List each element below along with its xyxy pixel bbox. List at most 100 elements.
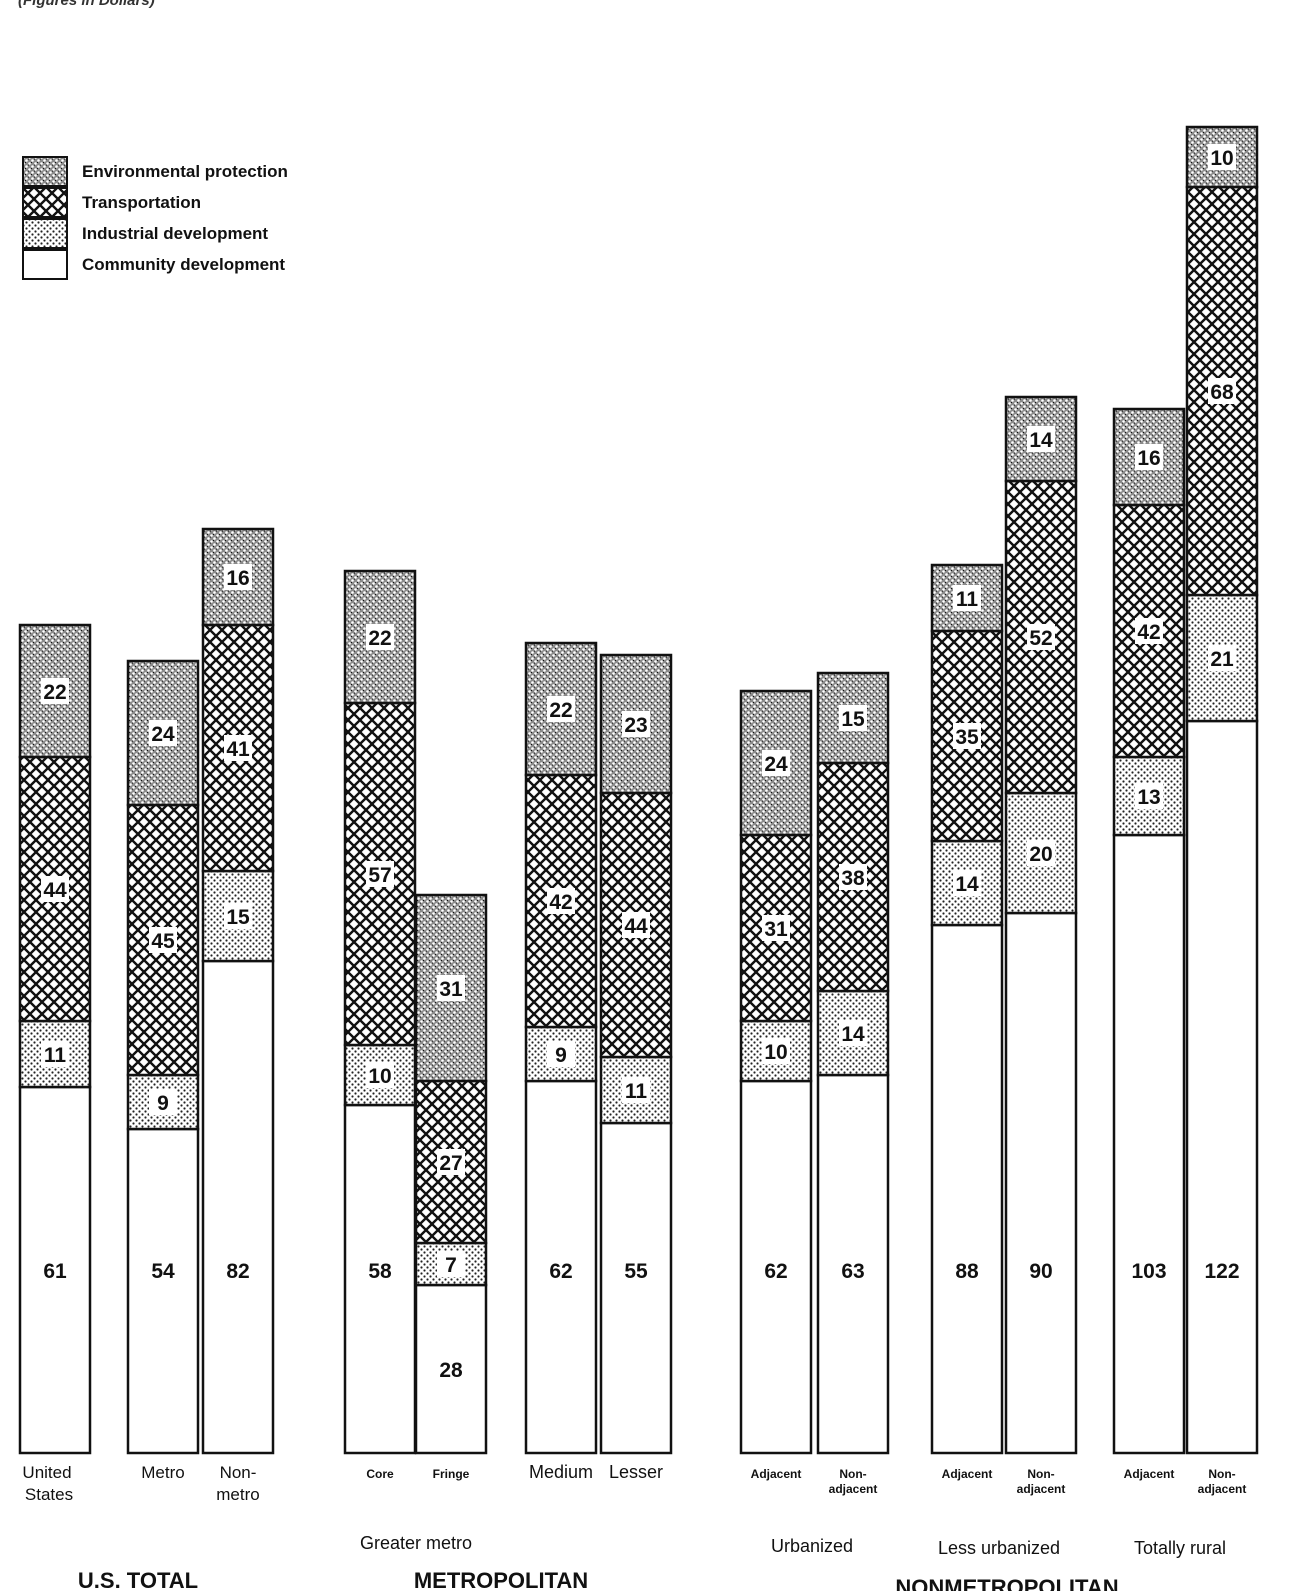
bar-label: adjacent: [829, 1482, 878, 1496]
value-label-transportation: 52: [1029, 627, 1052, 650]
value-label-environmental: 16: [226, 567, 249, 590]
legend-item-industrial: Industrial development: [22, 218, 288, 249]
value-label-environmental: 14: [1029, 429, 1053, 452]
value-label-bg: [366, 861, 394, 887]
value-label-bg: [1135, 618, 1163, 644]
bar-label: Fringe: [433, 1467, 470, 1481]
subgroup-label: Greater metro: [360, 1533, 472, 1553]
value-label-transportation: 42: [549, 891, 572, 914]
bar-label: Adjacent: [942, 1467, 993, 1481]
value-label-community: 62: [764, 1260, 787, 1283]
value-label-bg: [762, 915, 790, 941]
value-label-bg: [224, 903, 252, 929]
bar-label: adjacent: [1198, 1482, 1247, 1496]
value-label-community: 82: [226, 1260, 249, 1283]
bar-label: adjacent: [1017, 1482, 1066, 1496]
legend-item-environmental: Environmental protection: [22, 156, 288, 187]
bar-segment-community: [524, 1079, 598, 1455]
value-label-industrial: 13: [1137, 786, 1160, 809]
value-label-transportation: 31: [764, 918, 788, 941]
legend-label: Environmental protection: [82, 161, 288, 181]
value-label-community: 63: [841, 1260, 864, 1283]
legend: Environmental protection Transportation …: [22, 156, 288, 280]
value-label-bg: [839, 705, 867, 731]
group-label: METROPOLITAN: [414, 1568, 588, 1591]
value-label-environmental: 31: [439, 978, 463, 1001]
value-label-transportation: 44: [43, 879, 67, 902]
value-label-community: 61: [43, 1260, 67, 1283]
value-label-transportation: 42: [1137, 621, 1160, 644]
value-label-community: 55: [624, 1260, 648, 1283]
group-label: U.S. TOTAL: [78, 1568, 198, 1591]
value-label-bg: [1027, 624, 1055, 650]
group-label: NONMETROPOLITAN: [895, 1575, 1118, 1591]
value-label-transportation: 41: [226, 738, 250, 761]
value-label-bg: [547, 696, 575, 722]
value-label-bg: [366, 624, 394, 650]
bar-label: Medium: [529, 1462, 593, 1482]
value-label-community: 90: [1029, 1260, 1052, 1283]
value-label-industrial: 9: [157, 1092, 169, 1115]
value-label-environmental: 11: [956, 588, 979, 611]
bar-segment-community: [201, 959, 275, 1455]
value-label-community: 54: [151, 1260, 175, 1283]
value-label-transportation: 45: [151, 930, 175, 953]
value-label-bg: [366, 1062, 394, 1088]
value-label-industrial: 15: [226, 906, 250, 929]
value-label-bg: [41, 1041, 69, 1067]
value-label-environmental: 22: [368, 627, 391, 650]
legend-item-community: Community development: [22, 249, 288, 280]
subgroup-label: Less urbanized: [938, 1538, 1060, 1558]
value-label-environmental: 24: [151, 723, 175, 746]
bar-segment-community: [599, 1121, 673, 1455]
value-label-industrial: 14: [955, 873, 979, 896]
value-label-transportation: 44: [624, 915, 648, 938]
legend-label: Community development: [82, 254, 286, 274]
chart-subtitle: (Figures in Dollars): [18, 0, 155, 9]
value-label-industrial: 11: [44, 1044, 67, 1067]
value-label-bg: [622, 912, 650, 938]
value-label-bg: [622, 1077, 650, 1103]
value-label-bg: [224, 735, 252, 761]
bar-segment-community: [816, 1073, 890, 1455]
bar-label: Core: [366, 1467, 394, 1481]
value-label-bg: [953, 723, 981, 749]
bar-label: Non-: [1027, 1467, 1054, 1481]
value-label-community: 88: [955, 1260, 979, 1283]
legend-label: Transportation: [82, 192, 202, 212]
value-label-industrial: 10: [764, 1041, 787, 1064]
legend-label: Industrial development: [82, 223, 269, 243]
value-label-bg: [41, 876, 69, 902]
bar-label: metro: [216, 1485, 259, 1504]
value-label-industrial: 10: [368, 1065, 391, 1088]
bar-label: Non-: [1208, 1467, 1235, 1481]
value-label-bg: [1027, 426, 1055, 452]
value-label-industrial: 20: [1029, 843, 1052, 866]
value-label-industrial: 11: [625, 1080, 648, 1103]
value-label-environmental: 15: [841, 708, 865, 731]
bar-segment-community: [1004, 911, 1078, 1455]
value-label-industrial: 14: [841, 1023, 865, 1046]
subgroup-label: Totally rural: [1134, 1538, 1226, 1558]
value-label-bg: [1135, 444, 1163, 470]
value-label-community: 28: [439, 1359, 463, 1382]
value-label-bg: [437, 1149, 465, 1175]
value-label-bg: [839, 1020, 867, 1046]
bar-label: Non-: [839, 1467, 866, 1481]
bar-segment-environmental: [1185, 125, 1259, 189]
bar-label: United: [22, 1463, 71, 1482]
value-label-transportation: 57: [368, 864, 391, 887]
value-label-bg: [149, 720, 177, 746]
value-label-environmental: 10: [1210, 147, 1233, 170]
value-label-bg: [547, 888, 575, 914]
value-label-transportation: 35: [955, 726, 979, 749]
bar-label: Non-: [220, 1463, 257, 1482]
value-label-community: 103: [1131, 1260, 1166, 1283]
bar-label: Adjacent: [751, 1467, 802, 1481]
value-label-bg: [149, 1089, 177, 1115]
value-label-bg: [547, 1041, 575, 1067]
value-label-bg: [839, 864, 867, 890]
value-label-transportation: 38: [841, 867, 865, 890]
value-label-community: 58: [368, 1260, 392, 1283]
